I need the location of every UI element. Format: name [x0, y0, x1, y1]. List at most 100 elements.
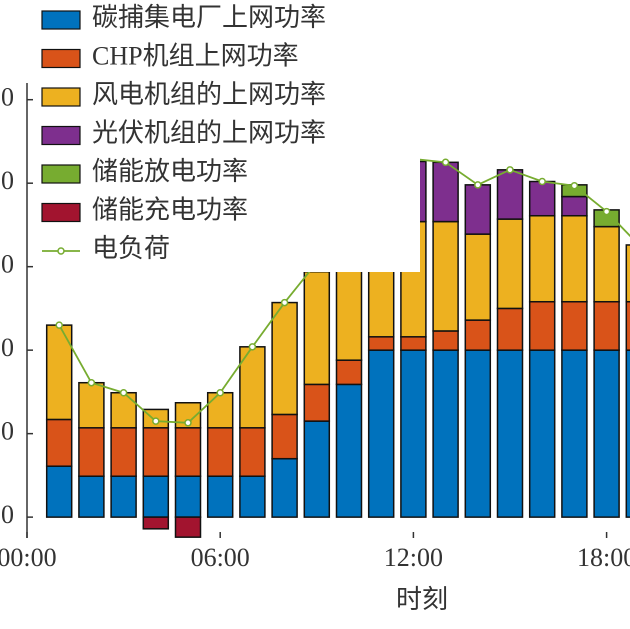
bar-segment [496, 349, 524, 518]
bar-segment [303, 383, 331, 422]
x-axis-title: 时刻 [396, 585, 448, 614]
bar-segment [142, 427, 170, 477]
x-tick-label: 00:00 [0, 543, 57, 572]
load-marker [602, 207, 611, 216]
legend-box [30, 0, 420, 272]
bar-segment [625, 300, 630, 351]
legend-swatch [41, 10, 81, 30]
y-tick-label: 100 [0, 417, 14, 446]
bar-segment [174, 516, 202, 538]
legend-label: 光伏机组的上网功率 [92, 118, 326, 147]
bar-segment [239, 427, 266, 477]
x-tick-label: 06:00 [191, 543, 250, 572]
bar-segment [593, 300, 620, 351]
bar-segment [174, 427, 202, 477]
bar-segment [335, 359, 363, 386]
bar-segment [110, 475, 137, 518]
y-tick-label: 500 [0, 83, 14, 112]
load-marker [119, 388, 128, 397]
bar-segment [464, 349, 492, 518]
bar-segment [528, 300, 556, 351]
bar-segment [206, 427, 234, 477]
y-tick-label: 0 [1, 500, 14, 529]
bar-segment [625, 244, 630, 303]
bar-segment [528, 214, 556, 303]
load-marker [280, 298, 289, 307]
bar-segment [367, 336, 395, 351]
legend-swatch [41, 164, 81, 184]
bar-segment [432, 220, 459, 332]
legend-swatch [41, 202, 81, 223]
load-marker [441, 158, 450, 167]
bar-segment [432, 349, 459, 518]
bar-segment [239, 475, 266, 518]
legend-marker [57, 247, 65, 255]
bar-segment [496, 307, 524, 351]
bar-segment [432, 330, 459, 351]
legend: 碳捕集电厂上网功率 CHP机组上网功率风电机组的上网功率光伏机组的上网功率储能放电… [30, 0, 420, 272]
bar-segment [400, 349, 427, 518]
bar-segment [142, 475, 170, 518]
bar-segment [528, 349, 556, 518]
bar-segment [400, 336, 427, 351]
bar-segment [528, 180, 556, 217]
bar-segment [271, 457, 298, 518]
load-marker [506, 166, 514, 174]
bar-segment [271, 413, 298, 460]
bar-segment [45, 465, 73, 518]
bar-segment [271, 301, 298, 416]
load-marker [248, 343, 257, 351]
x-tick-label: 12:00 [384, 543, 443, 572]
bar-segment [78, 475, 105, 518]
bar-segment [464, 319, 492, 351]
bar-segment [303, 420, 331, 518]
bar-segment [464, 233, 492, 321]
load-marker [570, 181, 579, 190]
legend-swatch [41, 87, 81, 107]
bar-segment [464, 184, 492, 235]
load-marker [87, 378, 96, 387]
bar-segment [206, 475, 234, 518]
legend-swatch [41, 125, 81, 146]
bar-segment [110, 427, 137, 477]
bar-segment [593, 225, 620, 303]
load-marker [152, 417, 160, 425]
bar-segment [561, 214, 588, 303]
bar-segment [496, 218, 524, 310]
bar-segment [432, 161, 459, 223]
bar-segment [110, 391, 137, 429]
bar-segment [78, 381, 105, 429]
bar-segment [206, 391, 234, 429]
bar-segment [561, 300, 588, 351]
y-tick-label: 300 [0, 250, 14, 279]
bar-segment [174, 475, 202, 518]
legend-label: 风电机组的上网功率 [92, 80, 326, 109]
bar-segment [45, 418, 73, 467]
bar-segment [142, 516, 170, 530]
x-tick-label: 18:00 [577, 543, 630, 572]
y-tick-label: 400 [0, 166, 14, 195]
bar-segment [303, 270, 331, 386]
load-marker [216, 388, 224, 397]
load-marker [55, 321, 63, 329]
legend-label: CHP机组上网功率 [92, 41, 299, 70]
bar-segment [367, 349, 395, 518]
load-marker [538, 177, 546, 186]
legend-label: 储能放电功率 [92, 157, 248, 186]
bar-segment [335, 383, 363, 518]
bar-segment [593, 349, 620, 518]
bar-segment [561, 195, 588, 217]
y-tick-label: 200 [0, 333, 14, 362]
bar-segment [78, 427, 105, 477]
bar-segment [625, 349, 630, 518]
legend-swatch [41, 48, 81, 69]
bar-segment [239, 346, 266, 429]
bar-segment [561, 349, 588, 518]
legend-label: 电负荷 [92, 234, 170, 263]
load-marker [474, 181, 482, 189]
load-marker [184, 419, 192, 427]
bar-segment [496, 169, 524, 220]
legend-label: 储能充电功率 [92, 195, 248, 224]
